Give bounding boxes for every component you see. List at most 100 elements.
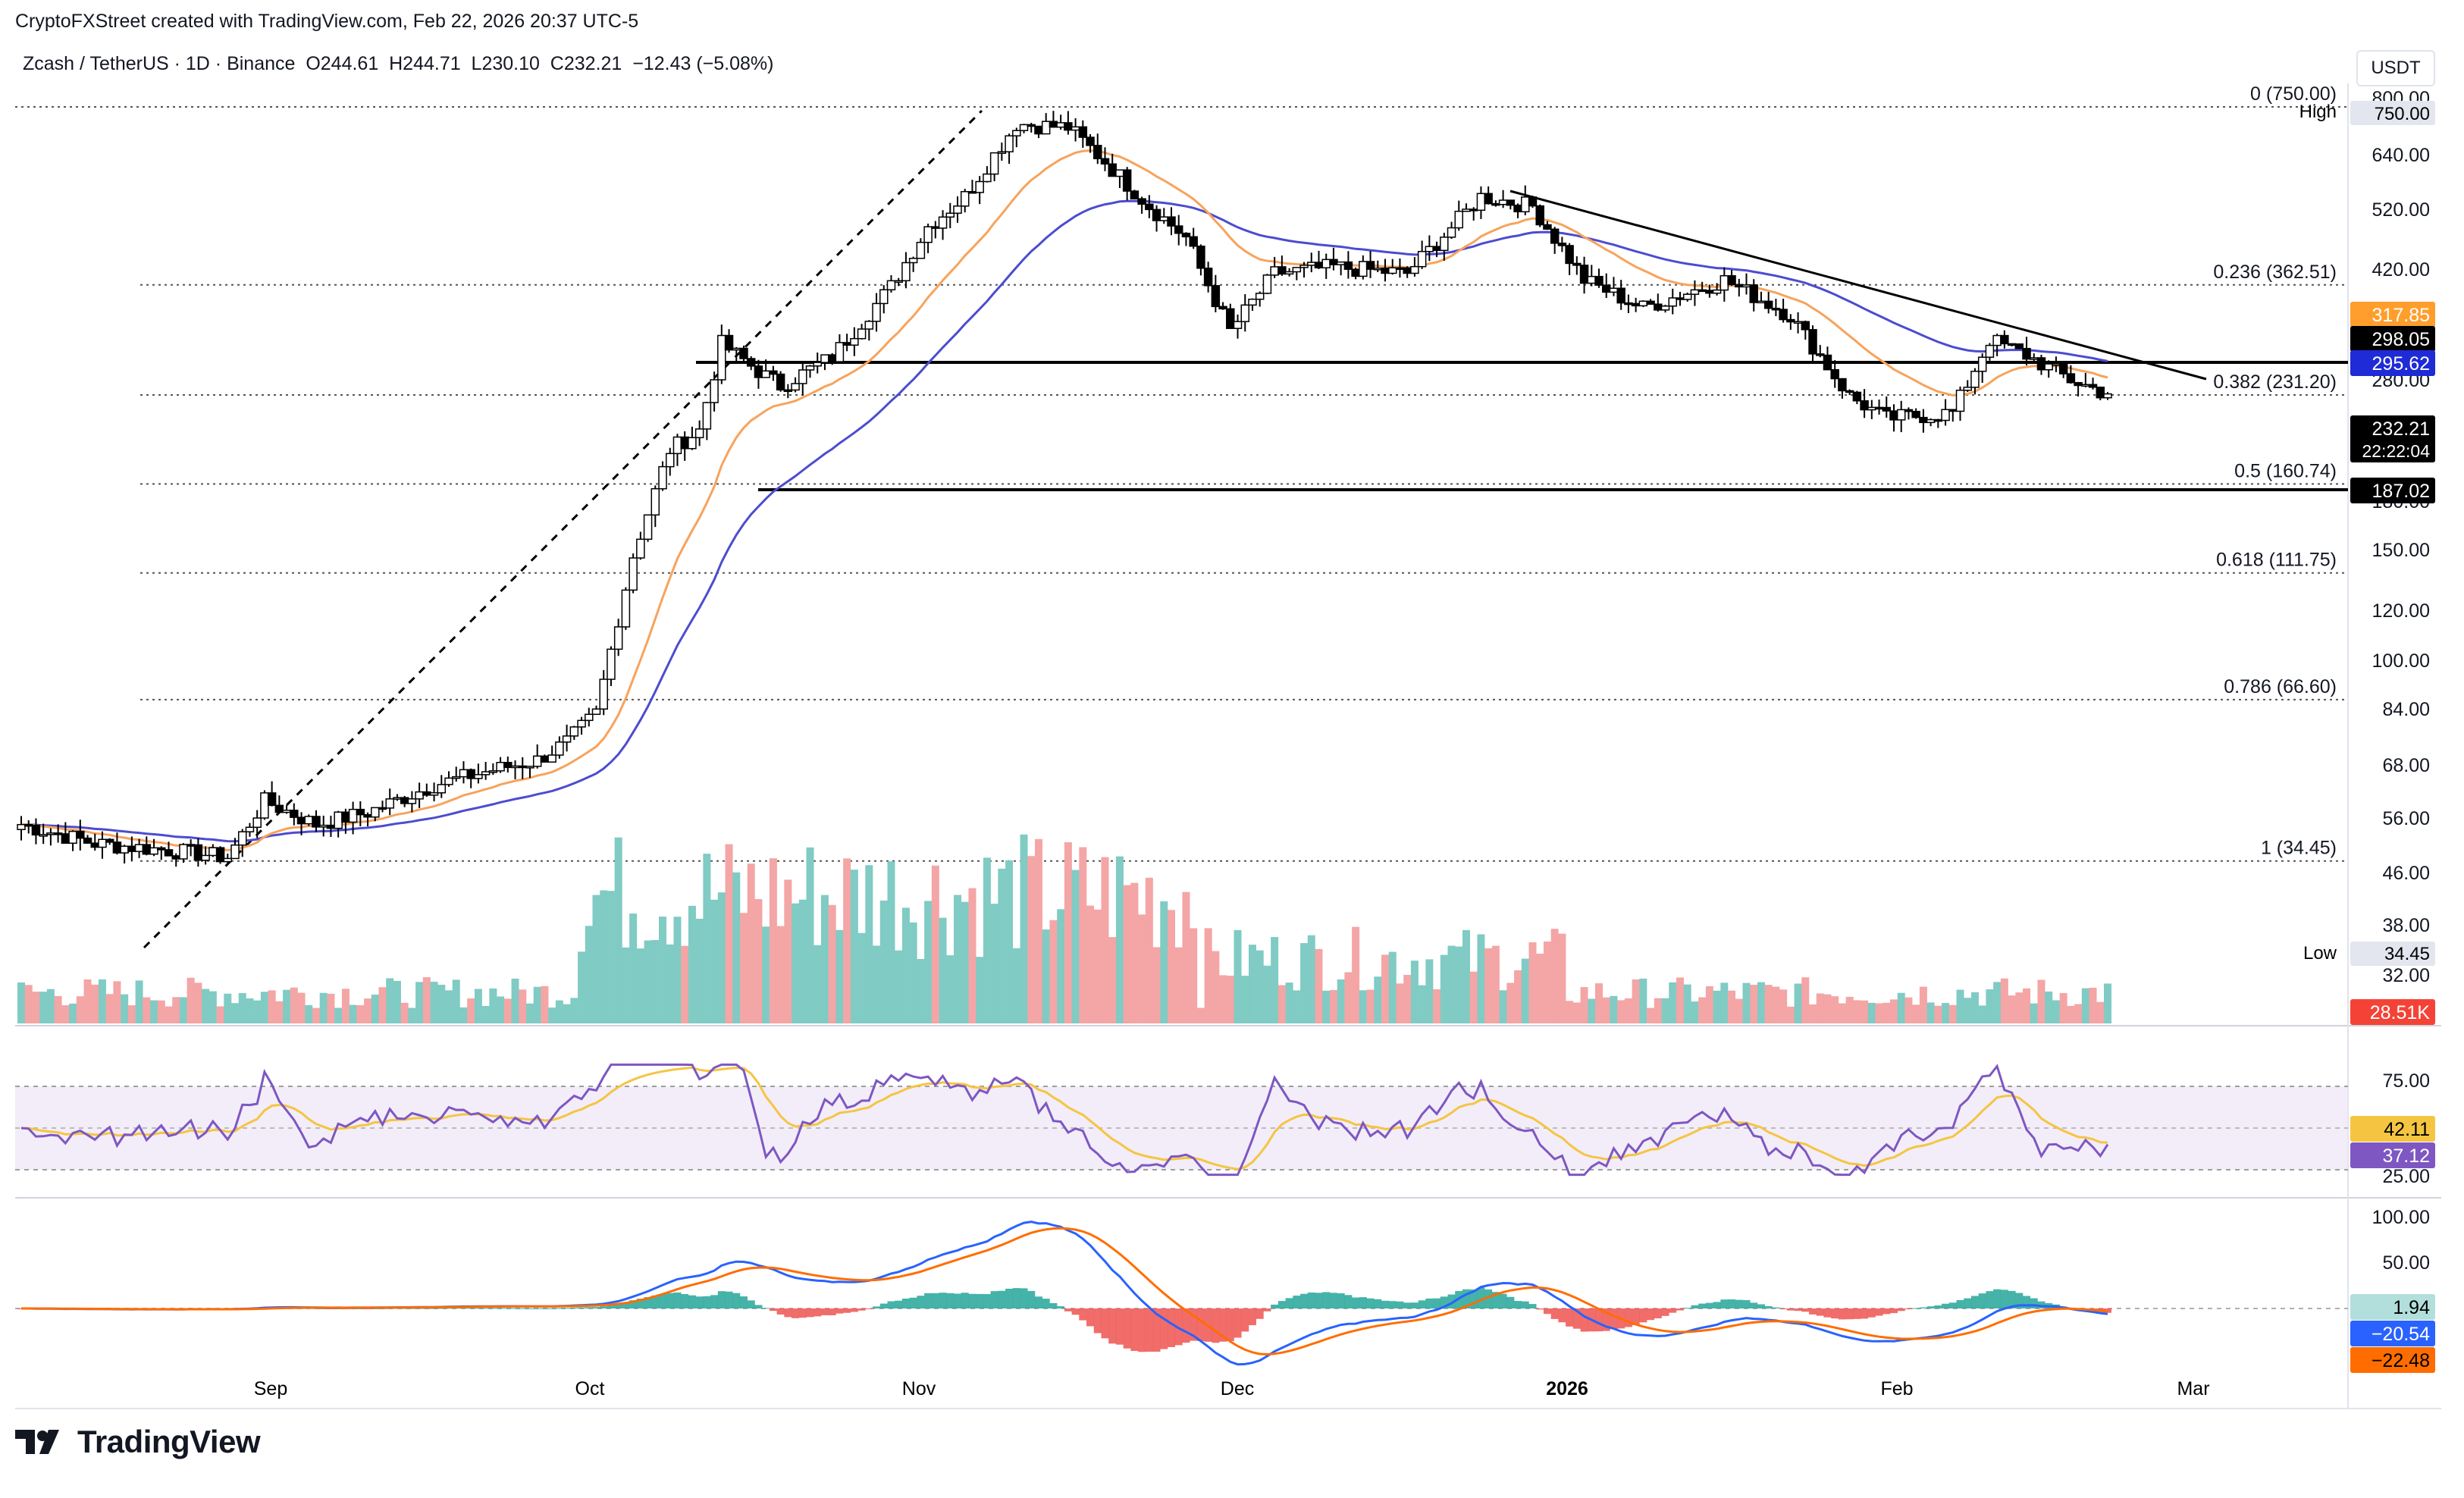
candle-body [1262,274,1272,294]
macd-histogram-bar [1964,1298,1972,1308]
macd-histogram-bar [334,1308,343,1309]
volume-bar [1403,974,1412,1023]
macd-histogram-bar [917,1296,925,1308]
macd-histogram-bar [1491,1292,1500,1308]
macd-histogram-bar [879,1303,888,1308]
volume-bar [1964,998,1972,1023]
candle-body [989,152,999,175]
candle-body [908,258,918,264]
candle-body [1410,265,1419,274]
volume-value: 28.51K [2370,1002,2431,1023]
time-tick: Sep [254,1378,287,1399]
descending-trendline[interactable] [1509,190,2207,381]
volume-bar [1720,982,1729,1023]
volume-bar [1926,1002,1935,1023]
volume-bar [371,994,379,1023]
macd-signal-line[interactable] [21,1227,2108,1356]
price-tick: 46.00 [2382,863,2430,884]
volume-bar [327,993,335,1023]
macd-histogram-bar [1315,1293,1323,1308]
macd-histogram-bar [2023,1296,2031,1308]
volume-bar [1750,984,1758,1023]
candle-body [1955,390,1965,412]
currency-button[interactable]: USDT [2356,50,2435,86]
candlesticks[interactable] [17,111,2112,867]
volume-bar [578,951,586,1023]
candle-body [754,365,763,378]
tradingview-logo[interactable]: TradingView [15,1424,261,1460]
macd-histogram-bar [349,1308,357,1309]
macd-histogram-bar [798,1308,807,1318]
macd-histogram-bar [820,1308,829,1315]
volume-bar [415,982,424,1023]
candle-body [24,823,33,827]
macd-line[interactable] [21,1221,2108,1366]
macd-histogram-bar [1352,1297,1360,1308]
candle-body [842,342,851,346]
macd-histogram-bar [1801,1308,1810,1312]
volume-bar [1882,1002,1891,1023]
volume-bar [548,1008,556,1023]
price-tick: 420.00 [2372,259,2430,280]
candle-body [2081,384,2090,387]
time-axis[interactable]: Sep Oct Nov Dec 2026 Feb Mar [254,1378,2210,1399]
volume-bar [1610,995,1618,1023]
rsi-ma-badge [2350,1116,2435,1142]
volume-bar [600,890,608,1023]
macd-histogram-bar [1057,1306,1065,1308]
candle-body [1882,406,1892,412]
rsi-tick: 25.00 [2382,1166,2430,1187]
volume-bar [813,945,822,1023]
candle-body [378,807,387,810]
price-axis[interactable]: 800.00 640.00 520.00 420.00 280.00 180.0… [2372,88,2430,1274]
volume-bar [393,980,401,1023]
candle-body [1462,208,1471,212]
volume-bar [76,996,84,1023]
price-tick: 640.00 [2372,145,2430,166]
fib-level-label: 0.236 (362.51) [2213,262,2337,283]
brand-name: TradingView [77,1424,261,1459]
ema-200-line[interactable] [21,199,2108,843]
symbol-name[interactable]: Zcash / TetherUS · 1D · Binance [23,53,296,74]
candle-body [385,798,394,809]
macd-histogram-bar [939,1293,947,1308]
candle-body [1218,306,1227,310]
volume-bar [497,996,505,1023]
volume-bar [850,870,858,1023]
candle-body [1226,308,1235,329]
macd-histogram-bar [1956,1299,1964,1308]
ema-50-line[interactable] [20,149,2108,851]
candle-body [1719,274,1729,291]
macd-histogram-bar [1381,1300,1390,1308]
price-badges[interactable]: 317.85 298.05 295.62 232.21 22:22:04 187… [2350,302,2435,1373]
rsi-tick: 75.00 [2382,1070,2430,1092]
macd-histogram-bar [592,1307,600,1308]
volume-bar [865,865,873,1023]
volume-bar [378,987,387,1023]
symbol-info[interactable]: Zcash / TetherUS · 1D · Binance O244.61 … [23,53,773,75]
volume-bar [1374,976,1382,1023]
macd-histogram-bar [1469,1289,1478,1308]
macd-histogram-bar [1322,1292,1331,1308]
candle-body [245,826,255,832]
macd-histogram-bar [1624,1308,1632,1327]
candle-body [17,823,26,830]
volume-bar [1152,947,1161,1023]
candle-body [318,824,328,828]
fib-diagonal-line[interactable] [143,109,983,949]
candle-body [1248,298,1257,306]
volume-bar [1993,982,2002,1023]
candle-body [1682,293,1692,300]
fibonacci-retracement[interactable]: 0 (750.00) 0.236 (362.51) 0.382 (231.20) 0.… [15,83,2348,862]
volume-bar [1978,1005,1986,1023]
volume-bar [83,979,92,1023]
macd-histogram-bar [1580,1308,1588,1332]
rsi-ma-line[interactable] [20,1066,2108,1171]
volume-bar [990,904,998,1023]
macd-histogram-bar [895,1300,903,1308]
macd-histogram-bar [1241,1308,1249,1332]
rsi-line[interactable] [20,1063,2109,1177]
volume-bar [563,1004,571,1023]
volume-bar [98,979,106,1023]
